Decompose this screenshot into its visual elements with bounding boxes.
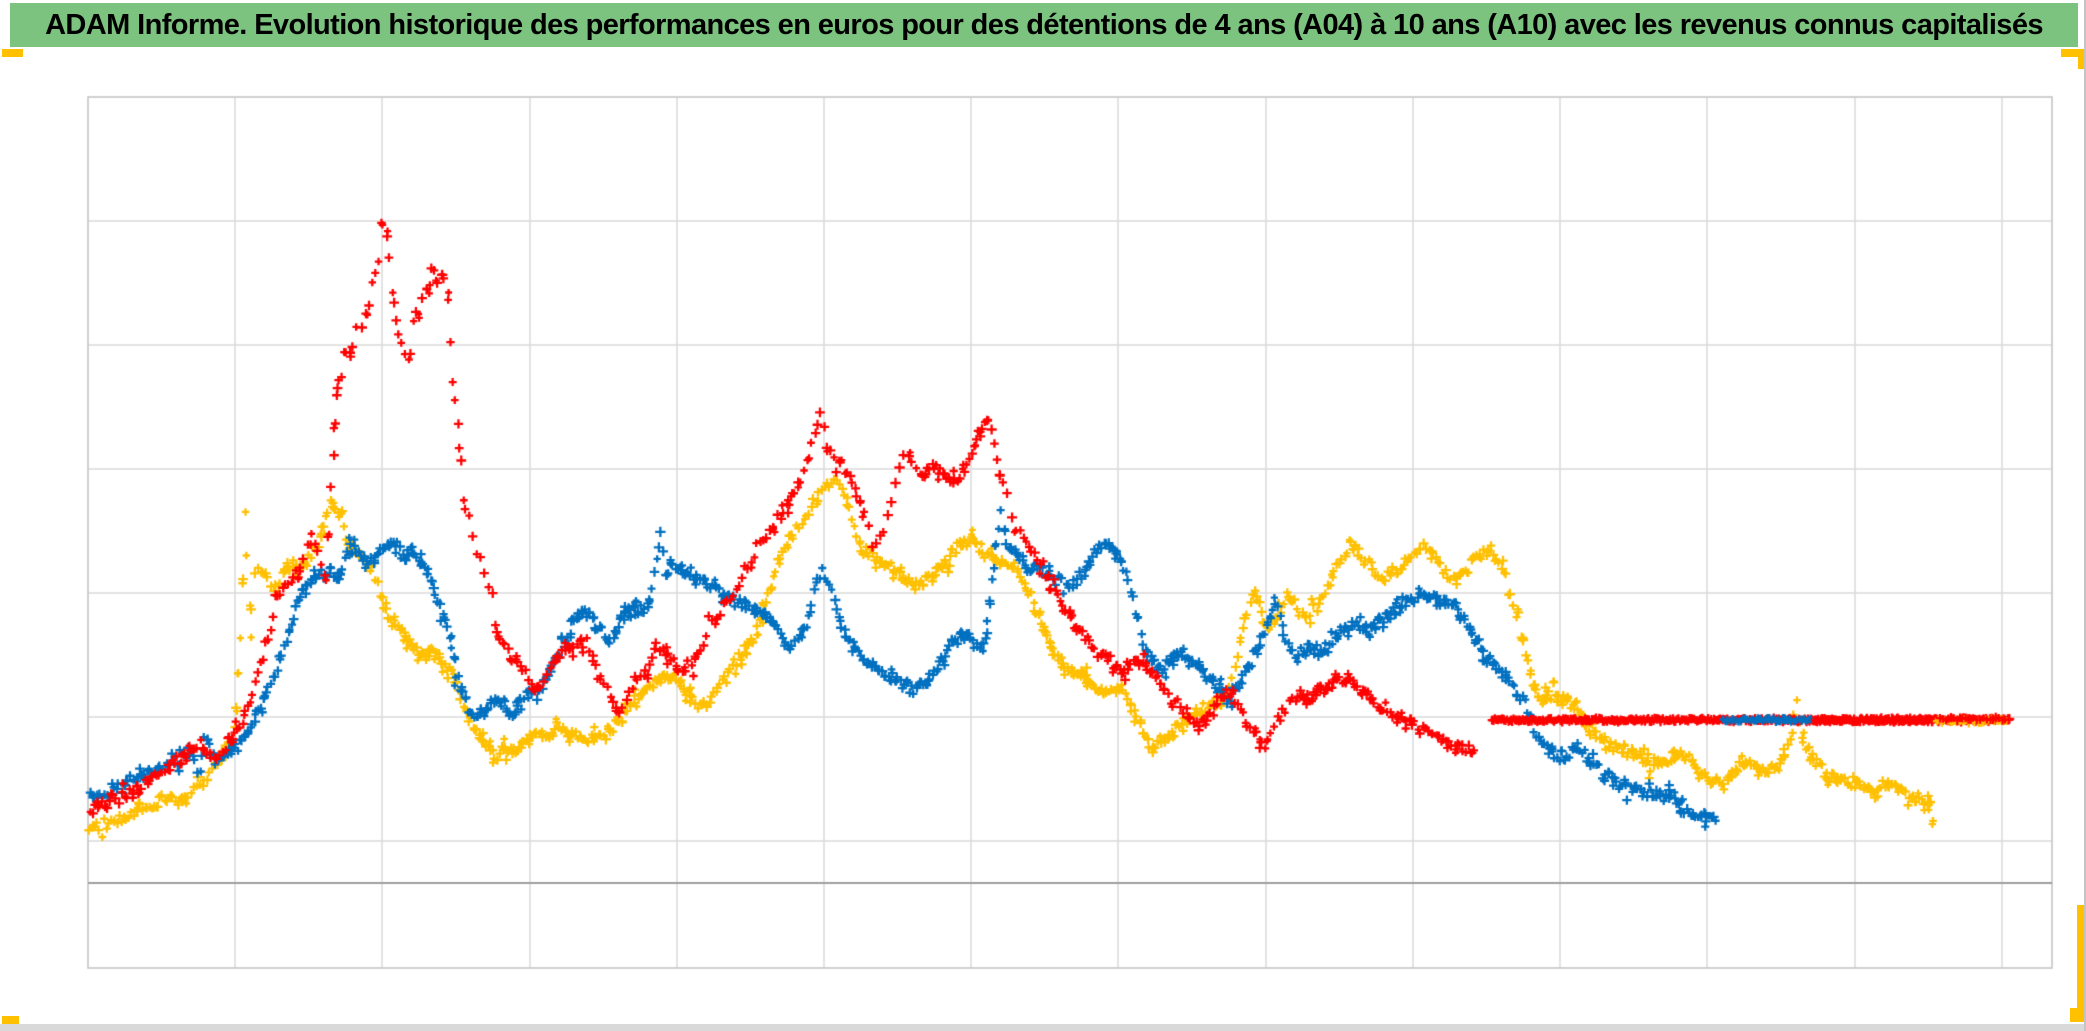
bottom-divider-bar xyxy=(0,1024,2086,1031)
gold-right-bar xyxy=(2077,905,2085,1017)
gold-corner-top-left xyxy=(2,49,23,57)
right-edge-line xyxy=(2084,0,2086,1031)
gold-corner-bottom-right xyxy=(2070,1008,2086,1022)
gold-corner-top-right-h xyxy=(2061,49,2086,57)
gold-corner-top-right-v xyxy=(2078,49,2086,69)
gold-corner-bottom-left xyxy=(2,1016,19,1026)
